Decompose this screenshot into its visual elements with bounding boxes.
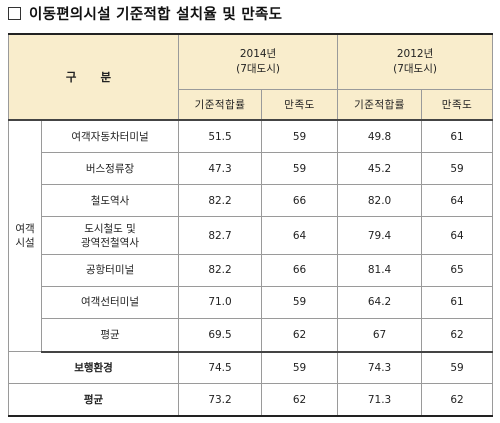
cell-satisfaction-2012: 61	[421, 285, 494, 319]
row-label-overall: 평균	[7, 383, 180, 417]
cell-satisfaction-2012: 64	[421, 216, 494, 255]
header-year-2012: 2012년 (7대도시)	[337, 33, 494, 90]
cell-satisfaction-2014: 66	[261, 253, 339, 287]
cell-satisfaction-2014: 59	[261, 285, 339, 319]
cell-compliance-2012: 67	[337, 317, 423, 353]
header-compliance-2012: 기준적합률	[337, 88, 423, 121]
cell-satisfaction-2014: 59	[261, 351, 339, 385]
cell-satisfaction-2012: 62	[421, 383, 494, 417]
table-row: 공항터미널 82.2 66 81.4 65	[9, 253, 494, 287]
header-satisfaction-2012: 만족도	[421, 88, 494, 121]
cell-compliance-2014: 51.5	[178, 119, 263, 154]
row-label-line1: 도시철도 및	[84, 222, 136, 235]
cell-compliance-2012: 45.2	[337, 152, 423, 186]
cell-compliance-2014: 82.2	[178, 184, 263, 218]
cell-compliance-2014: 82.7	[178, 216, 263, 255]
cell-compliance-2012: 49.8	[337, 119, 423, 154]
cell-compliance-2014: 71.0	[178, 285, 263, 319]
cell-compliance-2012: 71.3	[337, 383, 423, 417]
table-row: 도시철도 및 광역전철역사 82.7 64 79.4 64	[9, 216, 494, 255]
cell-satisfaction-2012: 59	[421, 351, 494, 385]
cell-satisfaction-2012: 62	[421, 317, 494, 353]
table-row-walking: 보행환경 74.5 59 74.3 59	[7, 351, 494, 385]
cell-compliance-2014: 73.2	[178, 383, 263, 417]
group-label-line1: 여객	[15, 223, 35, 236]
row-label: 버스정류장	[40, 152, 180, 186]
row-label: 도시철도 및 광역전철역사	[40, 216, 180, 255]
cell-satisfaction-2014: 62	[261, 317, 339, 353]
row-label: 공항터미널	[40, 253, 180, 287]
row-label: 여객선터미널	[40, 285, 180, 319]
table-row: 철도역사 82.2 66 82.0 64	[9, 184, 494, 218]
table-row: 버스정류장 47.3 59 45.2 59	[9, 152, 494, 186]
table-row-overall: 평균 73.2 62 71.3 62	[7, 383, 494, 417]
cell-compliance-2014: 74.5	[178, 351, 263, 385]
cell-compliance-2012: 79.4	[337, 216, 423, 255]
title-text: 이동편의시설 기준적합 설치율 및 만족도	[29, 6, 283, 23]
header-year-2012-note: (7대도시)	[393, 62, 437, 75]
cell-satisfaction-2014: 64	[261, 216, 339, 255]
header-year-2014: 2014년 (7대도시)	[178, 33, 339, 90]
cell-satisfaction-2012: 61	[421, 119, 494, 154]
header-compliance-2014: 기준적합률	[178, 88, 263, 121]
cell-compliance-2014: 69.5	[178, 317, 263, 353]
cell-satisfaction-2014: 66	[261, 184, 339, 218]
cell-compliance-2012: 64.2	[337, 285, 423, 319]
group-label: 여객 시설	[8, 119, 42, 353]
header-satisfaction-2014: 만족도	[261, 88, 339, 121]
cell-compliance-2014: 47.3	[178, 152, 263, 186]
checkbox-square-icon	[8, 7, 21, 20]
cell-satisfaction-2012: 64	[421, 184, 494, 218]
cell-satisfaction-2012: 65	[421, 253, 494, 287]
header-year-2014-note: (7대도시)	[236, 62, 280, 75]
cell-satisfaction-2012: 59	[421, 152, 494, 186]
data-table: 구 분 2014년 (7대도시) 2012년 (7대도시) 기준적합률 만족도 …	[7, 33, 494, 417]
cell-compliance-2012: 74.3	[337, 351, 423, 385]
row-label-line2: 광역전철역사	[81, 236, 139, 249]
cell-compliance-2012: 82.0	[337, 184, 423, 218]
cell-compliance-2012: 81.4	[337, 253, 423, 287]
table-row: 평균 69.5 62 67 62	[9, 317, 494, 353]
page-title: 이동편의시설 기준적합 설치율 및 만족도	[8, 3, 282, 27]
group-label-line2: 시설	[15, 237, 35, 250]
header-year-2012-year: 2012년	[396, 47, 434, 60]
table-row: 여객선터미널 71.0 59 64.2 61	[9, 285, 494, 319]
header-year-2014-year: 2014년	[239, 47, 277, 60]
cell-satisfaction-2014: 59	[261, 152, 339, 186]
table-row: 여객 시설 여객자동차터미널 51.5 59 49.8 61	[8, 119, 494, 353]
row-label: 평균	[40, 317, 180, 353]
cell-compliance-2014: 82.2	[178, 253, 263, 287]
cell-satisfaction-2014: 62	[261, 383, 339, 417]
row-label: 여객자동차터미널	[40, 119, 180, 154]
row-label: 철도역사	[40, 184, 180, 218]
cell-satisfaction-2014: 59	[261, 119, 339, 154]
header-category: 구 분	[7, 33, 180, 121]
row-label-walking: 보행환경	[7, 351, 180, 385]
